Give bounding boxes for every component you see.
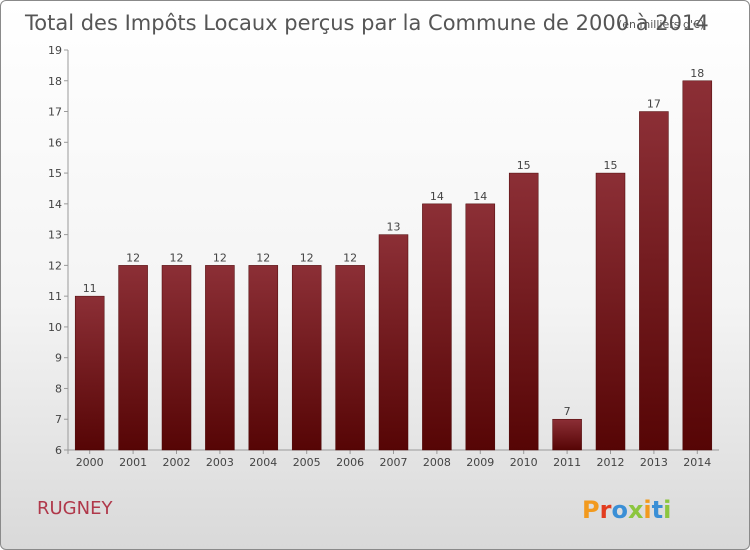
data-label: 12 (126, 251, 140, 264)
y-tick-label: 19 (48, 44, 62, 57)
x-tick-label: 2002 (163, 456, 191, 469)
x-tick-label: 2012 (597, 456, 625, 469)
y-tick-label: 9 (55, 352, 62, 365)
axes: 6 7 8 9 10 11 12 13 14 15 16 17 18 19 2000 2001 2002 2003… (48, 44, 719, 469)
bar (682, 80, 713, 451)
bar (291, 265, 322, 451)
y-tick-label: 7 (55, 413, 62, 426)
data-label: 15 (604, 159, 618, 172)
chart-title: Total des Impôts Locaux perçus par la Co… (24, 11, 709, 35)
y-tick-label: 18 (48, 75, 62, 88)
logo-letter: P (582, 496, 600, 524)
x-tick-label: 2013 (640, 456, 668, 469)
bar (335, 265, 365, 451)
y-tick-label: 15 (48, 167, 62, 180)
chart-unit: (en milliers d'€) (618, 18, 704, 31)
bar (422, 203, 452, 451)
bar (508, 172, 539, 451)
logo-letter: t (652, 496, 663, 524)
bar (595, 172, 626, 451)
y-tick-label: 16 (48, 136, 62, 149)
x-tick-label: 2011 (553, 456, 581, 469)
bar (161, 265, 192, 451)
bar (639, 111, 669, 451)
bar (205, 265, 235, 451)
data-label: 12 (170, 251, 184, 264)
logo-letter: x (628, 496, 644, 524)
x-tick-label: 2014 (683, 456, 711, 469)
x-tick-label: 2000 (76, 456, 104, 469)
data-label: 11 (83, 282, 97, 295)
logo-letter: i (643, 496, 651, 524)
commune-name: RUGNEY (37, 498, 113, 519)
logo-letter: i (663, 496, 671, 524)
x-tick-label: 2006 (336, 456, 364, 469)
data-label: 15 (517, 159, 531, 172)
x-tick-label: 2008 (423, 456, 451, 469)
data-label: 7 (564, 405, 571, 418)
y-tick-label: 6 (55, 444, 62, 457)
proxiti-logo: Proxiti (582, 496, 671, 524)
data-label: 14 (430, 190, 444, 203)
x-tick-label: 2007 (380, 456, 408, 469)
bar (118, 265, 148, 451)
y-tick-label: 10 (48, 321, 62, 334)
y-tick-label: 14 (48, 198, 62, 211)
y-tick-label: 13 (48, 229, 62, 242)
data-label: 18 (690, 67, 704, 80)
logo-letter: r (600, 496, 612, 524)
data-label: 12 (343, 251, 357, 264)
bar (74, 295, 105, 451)
data-label: 17 (647, 98, 661, 111)
bar (248, 265, 279, 451)
bar (465, 203, 496, 451)
data-label: 13 (387, 221, 401, 234)
x-tick-label: 2009 (466, 456, 494, 469)
data-label: 14 (473, 190, 487, 203)
logo-letter: o (611, 496, 628, 524)
data-label: 12 (256, 251, 270, 264)
x-tick-label: 2005 (293, 456, 321, 469)
y-tick-label: 17 (48, 106, 62, 119)
bar (378, 234, 409, 451)
y-tick-label: 11 (48, 290, 62, 303)
bars (74, 80, 713, 451)
x-tick-label: 2010 (510, 456, 538, 469)
data-label: 12 (213, 251, 227, 264)
data-label: 12 (300, 251, 314, 264)
x-tick-label: 2003 (206, 456, 234, 469)
y-tick-label: 8 (55, 382, 62, 395)
value-labels: 11 12 12 12 12 12 12 13 14 14 15 7 15 17 18 (83, 67, 705, 418)
bar (552, 418, 582, 451)
x-tick-label: 2001 (119, 456, 147, 469)
x-tick-label: 2004 (249, 456, 277, 469)
y-tick-label: 12 (48, 259, 62, 272)
